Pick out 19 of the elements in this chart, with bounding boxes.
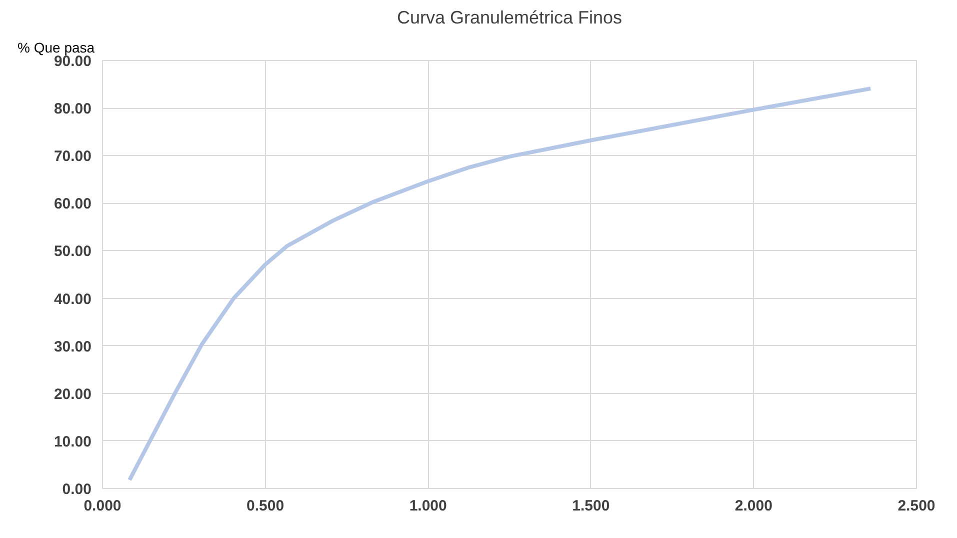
x-tick-label: 1.000 bbox=[409, 498, 447, 514]
y-tick-label: 10.00 bbox=[54, 433, 92, 450]
x-tick-label: 0.500 bbox=[246, 498, 284, 514]
y-tick-label: 0.00 bbox=[62, 481, 92, 498]
y-tick-label: 50.00 bbox=[54, 243, 92, 260]
x-tick-label: 1.500 bbox=[572, 498, 610, 514]
y-tick-label: 40.00 bbox=[54, 290, 92, 308]
y-tick-label: 30.00 bbox=[54, 338, 92, 356]
y-tick-label: 80.00 bbox=[54, 100, 92, 118]
x-tick-label: 0.000 bbox=[84, 498, 122, 514]
x-tick-label: 2.500 bbox=[898, 498, 936, 514]
chart-title: Curva Granulemétrica Finos bbox=[396, 8, 622, 28]
y-tick-label: 20.00 bbox=[54, 386, 92, 403]
y-tick-label: 60.00 bbox=[54, 196, 92, 213]
line-series bbox=[128, 86, 873, 482]
x-tick-label: 2.000 bbox=[734, 498, 772, 514]
y-axis-title: % Que pasa bbox=[18, 40, 95, 56]
y-tick-label: 70.00 bbox=[54, 148, 92, 166]
y-tick-label: 90.00 bbox=[54, 53, 92, 70]
